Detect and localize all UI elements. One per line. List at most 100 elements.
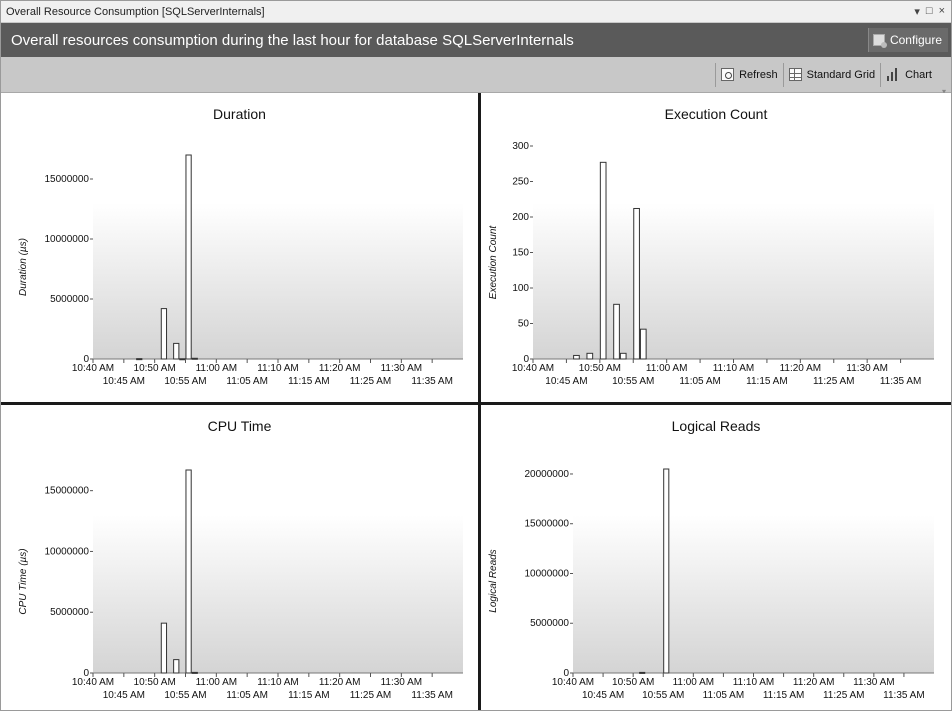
x-tick-label: 11:20 AM	[319, 677, 361, 688]
x-tick-label: 10:50 AM	[612, 677, 654, 688]
x-tick-label: 11:25 AM	[350, 376, 392, 387]
refresh-label: Refresh	[739, 68, 778, 81]
x-tick-label: 11:20 AM	[319, 363, 361, 374]
x-tick-label: 11:10 AM	[733, 677, 775, 688]
x-tick-label: 11:35 AM	[411, 376, 453, 387]
refresh-icon	[721, 68, 735, 81]
x-tick-label: 10:55 AM	[612, 376, 654, 387]
x-tick-label: 10:45 AM	[103, 376, 145, 387]
x-tick-label: 11:15 AM	[763, 690, 805, 701]
bar	[586, 352, 594, 360]
x-tick-label: 10:50 AM	[134, 363, 176, 374]
maximize-icon[interactable]: □	[925, 5, 933, 17]
refresh-button[interactable]: Refresh	[715, 62, 783, 87]
bar	[613, 303, 620, 360]
chart-title: Execution Count	[665, 106, 768, 122]
bar	[173, 342, 180, 360]
y-tick-label: 10000000	[45, 546, 90, 557]
x-tick-label: 10:55 AM	[164, 376, 206, 387]
x-tick-label: 11:05 AM	[226, 690, 268, 701]
x-tick-label: 10:40 AM	[512, 363, 554, 374]
bar	[663, 468, 670, 674]
dropdown-icon[interactable]: ▾	[914, 6, 920, 18]
x-tick-label: 10:45 AM	[545, 376, 587, 387]
y-tick-label: 50	[518, 319, 530, 330]
duration-chart: Duration Duration (µs) 0 5000000 10000000 150…	[18, 106, 463, 387]
x-tick-label: 11:15 AM	[288, 690, 330, 701]
y-tick-label: 10000000	[45, 234, 90, 245]
configure-icon	[872, 34, 887, 48]
plot-area	[93, 515, 463, 673]
x-tick-label: 11:15 AM	[288, 376, 330, 387]
x-tick-label: 11:00 AM	[646, 363, 688, 374]
y-tick-label: 200	[512, 212, 529, 223]
report-toolbar: Refresh Standard Grid Chart ▾	[1, 57, 951, 96]
y-tick-label: 20000000	[525, 469, 570, 480]
y-tick-label: 15000000	[525, 519, 570, 530]
x-tick-label: 11:30 AM	[846, 363, 888, 374]
plot-area	[93, 203, 463, 359]
configure-label: Configure	[889, 33, 942, 47]
x-tick-label: 11:10 AM	[713, 363, 755, 374]
x-tick-label: 11:20 AM	[793, 677, 835, 688]
configure-button[interactable]: Configure	[867, 28, 948, 52]
y-tick-label: 0	[563, 668, 569, 679]
y-tick-label: 0	[83, 668, 89, 679]
y-tick-label: 5000000	[530, 618, 569, 629]
x-tick-label: 11:25 AM	[813, 376, 855, 387]
bar	[179, 358, 186, 361]
scroll-grip-icon[interactable]: ▾	[942, 87, 947, 96]
bar	[633, 207, 640, 360]
x-tick-label: 11:35 AM	[880, 376, 922, 387]
x-tick-label: 11:00 AM	[196, 677, 238, 688]
bar	[185, 154, 192, 360]
logical-reads-chart-panel: Logical Reads Logical Reads 0 5000000 100000…	[481, 405, 951, 710]
x-tick-label: 11:00 AM	[673, 677, 715, 688]
y-axis-label: CPU Time (µs)	[18, 548, 29, 614]
bar	[191, 357, 198, 360]
y-tick-label: 15000000	[45, 486, 90, 497]
chart-title: Duration	[213, 106, 266, 122]
close-icon[interactable]: ×	[938, 5, 945, 17]
x-tick-label: 10:40 AM	[72, 677, 114, 688]
execution-count-chart-panel: Execution Count Execution Count 0 50 100 150 2…	[481, 93, 951, 402]
x-tick-label: 11:25 AM	[823, 690, 865, 701]
standard-grid-button[interactable]: Standard Grid	[782, 62, 880, 87]
bar	[136, 358, 143, 361]
x-tick-label: 11:25 AM	[350, 690, 392, 701]
x-tick-label: 11:10 AM	[257, 677, 299, 688]
y-tick-label: 300	[512, 141, 529, 152]
y-tick-label: 250	[512, 177, 529, 188]
plot-area	[533, 203, 934, 359]
chart-panels: Duration Duration (µs) 0 5000000 10000000 150…	[1, 93, 951, 710]
x-tick-label: 11:10 AM	[257, 363, 299, 374]
duration-chart-panel: Duration Duration (µs) 0 5000000 10000000 150…	[1, 93, 478, 402]
x-tick-label: 10:45 AM	[103, 690, 145, 701]
x-tick-label: 11:05 AM	[679, 376, 721, 387]
window-controls: ▾ □ ×	[914, 5, 951, 18]
grid-icon	[788, 68, 802, 81]
x-tick-label: 11:15 AM	[746, 376, 788, 387]
report-title: Overall resources consumption during the…	[11, 31, 574, 49]
cpu-time-chart-panel: CPU Time CPU Time (µs) 0 5000000 10000000 150…	[1, 405, 478, 710]
bar	[185, 469, 192, 674]
chart-icon	[886, 68, 900, 81]
bar	[160, 308, 168, 360]
vertical-divider	[478, 93, 481, 710]
x-tick-label: 11:35 AM	[411, 690, 453, 701]
horizontal-divider	[1, 402, 951, 405]
bar	[191, 671, 198, 674]
bar	[639, 328, 647, 360]
y-tick-label: 10000000	[525, 568, 570, 579]
x-tick-label: 11:35 AM	[883, 690, 925, 701]
report-header: Overall resources consumption during the…	[1, 23, 951, 57]
chart-button[interactable]: Chart	[880, 62, 937, 87]
plot-area	[573, 515, 934, 673]
x-tick-label: 11:05 AM	[226, 376, 268, 387]
chart-label: Chart	[905, 68, 932, 81]
bar	[173, 659, 180, 674]
bar	[599, 161, 607, 360]
cpu-time-chart: CPU Time CPU Time (µs) 0 5000000 10000000 150…	[18, 418, 463, 701]
y-tick-label: 15000000	[45, 174, 90, 185]
